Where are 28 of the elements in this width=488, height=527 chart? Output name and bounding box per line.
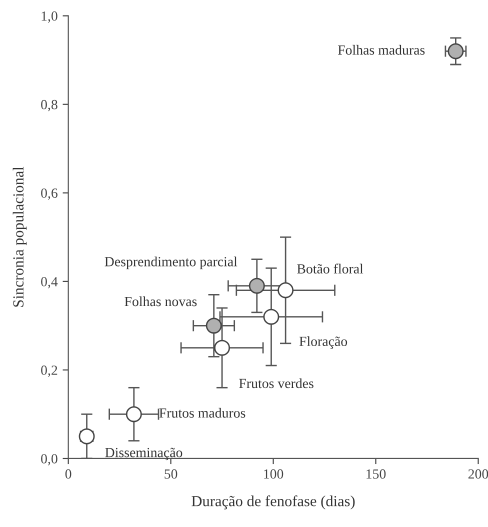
x-tick-label: 200 xyxy=(468,469,488,479)
annotation: Folhas novas xyxy=(124,296,197,306)
y-tick-label: 0,0 xyxy=(41,454,58,466)
annotation: Floração xyxy=(299,336,348,349)
x-axis-title: Duração de fenofase (dias) xyxy=(192,495,355,510)
x-tick-label: 150 xyxy=(366,469,386,479)
point xyxy=(448,43,464,60)
point xyxy=(248,278,265,294)
point xyxy=(126,406,142,422)
x-tick-label: 50 xyxy=(164,469,178,479)
x-tick-label: 0 xyxy=(65,469,72,479)
point xyxy=(278,282,294,298)
y-tick-label: 0,4 xyxy=(41,277,58,288)
annotation: Desprendimento parcial xyxy=(104,256,238,270)
annotation: Botão floral xyxy=(297,264,364,274)
y-tick-label: 0,8 xyxy=(41,100,58,112)
point xyxy=(263,308,280,325)
y-axis-title: Sincronia populacional xyxy=(12,166,27,307)
annotation: Frutos verdes xyxy=(239,378,314,388)
point xyxy=(206,318,222,334)
annotation: Frutos maduros xyxy=(159,408,246,418)
y-tick-label: 1,0 xyxy=(42,11,58,23)
point xyxy=(214,340,230,356)
annotation: Folhas maduras xyxy=(338,44,425,55)
y-tick-label: 0,6 xyxy=(41,188,58,200)
y-tick-label: 0,2 xyxy=(41,366,58,377)
x-tick-label: 100 xyxy=(264,469,284,479)
annotation: Disseminação xyxy=(105,448,182,460)
